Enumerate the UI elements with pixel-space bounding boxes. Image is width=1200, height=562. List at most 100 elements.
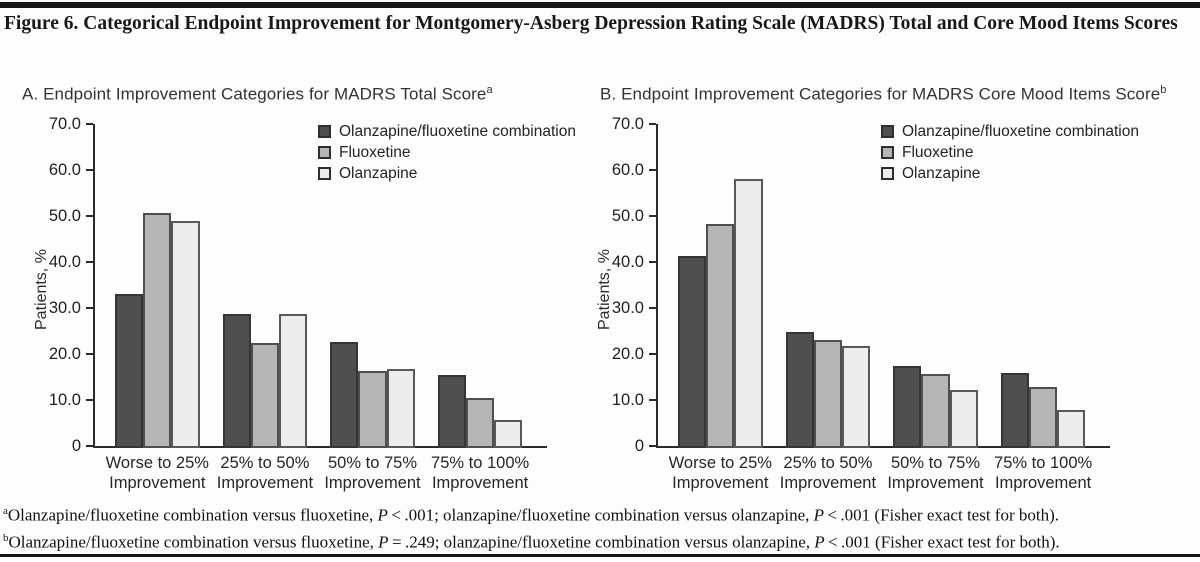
chart-a-y-tick bbox=[86, 445, 93, 447]
chart-a-y-tick-label: 0 bbox=[71, 437, 81, 455]
figure-footnotes: aOlanzapine/fluoxetine combination versu… bbox=[3, 500, 1199, 553]
legend-item-label: Olanzapine/fluoxetine combination bbox=[339, 122, 576, 140]
chart-b-bar-olanzapine-group2 bbox=[842, 345, 871, 448]
legend-item-label: Fluoxetine bbox=[902, 143, 974, 161]
chart-a-bar-olanzapine-group4 bbox=[494, 420, 523, 448]
chart-a-y-tick bbox=[86, 123, 93, 125]
chart-b-y-tick-label: 20.0 bbox=[611, 345, 644, 363]
chart-a-bar-fluoxetine-group3 bbox=[358, 371, 387, 448]
chart-a-bar-olanzapine-fluoxetine-combination-group4 bbox=[437, 375, 466, 448]
chart-b-y-tick-label: 70.0 bbox=[611, 115, 644, 133]
chart-b-bar-olanzapine-fluoxetine-combination-group3 bbox=[893, 365, 922, 448]
legend-swatch-icon bbox=[881, 167, 894, 180]
chart-a-bar-olanzapine-fluoxetine-combination-group2 bbox=[222, 313, 251, 448]
chart-b-y-tick bbox=[649, 399, 656, 401]
chart-b-y-tick bbox=[649, 353, 656, 355]
chart-a-y-tick-label: 60.0 bbox=[48, 161, 81, 179]
legend-item-label: Olanzapine/fluoxetine combination bbox=[902, 122, 1139, 140]
chart-b-bar-fluoxetine-group2 bbox=[813, 340, 842, 448]
chart-a-bar-olanzapine-group2 bbox=[279, 314, 308, 448]
chart-a-title-text: A. Endpoint Improvement Categories for M… bbox=[22, 84, 487, 104]
chart-a-y-tick-label: 10.0 bbox=[48, 391, 81, 409]
chart-b-y-tick-label: 60.0 bbox=[611, 161, 644, 179]
chart-b-x-axis bbox=[656, 446, 1110, 448]
chart-a-y-tick-label: 50.0 bbox=[48, 207, 81, 225]
chart-b-bar-fluoxetine-group1 bbox=[706, 224, 735, 448]
chart-b-legend-item: Fluoxetine bbox=[881, 142, 1139, 163]
chart-b-bar-olanzapine-fluoxetine-combination-group2 bbox=[785, 331, 814, 448]
chart-b-y-tick bbox=[649, 307, 656, 309]
legend-swatch-icon bbox=[881, 146, 894, 159]
chart-a-x-axis bbox=[93, 446, 547, 448]
legend-item-label: Olanzapine bbox=[902, 164, 981, 182]
chart-a-y-tick bbox=[86, 169, 93, 171]
chart-a-y-tick-label: 20.0 bbox=[48, 345, 81, 363]
chart-a-category-label: 75% to 100% Improvement bbox=[431, 454, 530, 492]
chart-a-bar-olanzapine-fluoxetine-combination-group3 bbox=[330, 342, 359, 448]
chart-a-bar-olanzapine-fluoxetine-combination-group1 bbox=[115, 294, 144, 448]
chart-a-y-tick bbox=[86, 215, 93, 217]
chart-a-legend-item: Fluoxetine bbox=[318, 142, 576, 163]
chart-a-bar-fluoxetine-group1 bbox=[143, 213, 172, 448]
chart-a-y-tick bbox=[86, 353, 93, 355]
legend-swatch-icon bbox=[881, 125, 894, 138]
chart-b-y-tick bbox=[649, 215, 656, 217]
chart-a-bar-fluoxetine-group4 bbox=[466, 398, 495, 448]
chart-b-bar-fluoxetine-group3 bbox=[921, 373, 950, 448]
figure-title: Figure 6. Categorical Endpoint Improveme… bbox=[4, 13, 1178, 34]
chart-b-bar-olanzapine-fluoxetine-combination-group1 bbox=[678, 256, 707, 448]
chart-b-bar-olanzapine-group3 bbox=[949, 389, 978, 448]
chart-b-category-label: 25% to 50% Improvement bbox=[779, 454, 877, 492]
chart-b-y-tick-label: 40.0 bbox=[611, 253, 644, 271]
chart-b-title: B. Endpoint Improvement Categories for M… bbox=[600, 84, 1167, 105]
chart-b-category-label: 50% to 75% Improvement bbox=[887, 454, 984, 492]
chart-b-y-tick-label: 10.0 bbox=[611, 391, 644, 409]
chart-b-y-tick-label: 0 bbox=[634, 437, 644, 455]
chart-a-category-label: 25% to 50% Improvement bbox=[216, 454, 314, 492]
chart-b-category-label: 75% to 100% Improvement bbox=[994, 454, 1093, 492]
legend-swatch-icon bbox=[318, 146, 331, 159]
chart-b-bar-fluoxetine-group4 bbox=[1029, 387, 1058, 448]
chart-a-y-axis bbox=[93, 124, 95, 448]
chart-b-bar-olanzapine-fluoxetine-combination-group4 bbox=[1000, 372, 1029, 448]
chart-b-category-label: Worse to 25% Improvement bbox=[668, 454, 772, 492]
legend-swatch-icon bbox=[318, 125, 331, 138]
chart-a-y-tick-label: 70.0 bbox=[48, 115, 81, 133]
chart-a-legend-item: Olanzapine/fluoxetine combination bbox=[318, 121, 576, 142]
chart-b-bar-olanzapine-group4 bbox=[1057, 410, 1086, 448]
legend-swatch-icon bbox=[318, 167, 331, 180]
chart-b-legend-item: Olanzapine bbox=[881, 163, 1139, 184]
chart-b-legend-item: Olanzapine/fluoxetine combination bbox=[881, 121, 1139, 142]
chart-a-bar-olanzapine-group3 bbox=[386, 369, 415, 448]
chart-a-bar-olanzapine-group1 bbox=[171, 220, 200, 448]
chart-b-y-tick bbox=[649, 445, 656, 447]
chart-a-category-label: 50% to 75% Improvement bbox=[324, 454, 421, 492]
footnote-b: bOlanzapine/fluoxetine combination versu… bbox=[3, 531, 1060, 552]
legend-item-label: Fluoxetine bbox=[339, 143, 411, 161]
chart-b-y-axis bbox=[656, 124, 658, 448]
chart-a-y-tick bbox=[86, 307, 93, 309]
chart-b-bar-olanzapine-group1 bbox=[734, 179, 763, 448]
chart-a-title-superscript: a bbox=[486, 84, 493, 96]
chart-a-bar-fluoxetine-group2 bbox=[250, 342, 279, 448]
chart-a-legend: Olanzapine/fluoxetine combination Fluoxet… bbox=[318, 121, 576, 184]
footnote-a: aOlanzapine/fluoxetine combination versu… bbox=[3, 505, 1060, 525]
chart-a-y-tick-label: 40.0 bbox=[48, 253, 81, 271]
chart-b-title-superscript: b bbox=[1160, 84, 1167, 96]
chart-a-y-tick-label: 30.0 bbox=[48, 299, 81, 317]
chart-a-y-tick bbox=[86, 399, 93, 401]
legend-item-label: Olanzapine bbox=[339, 164, 418, 182]
chart-a-title: A. Endpoint Improvement Categories for M… bbox=[22, 84, 493, 105]
chart-b-legend: Olanzapine/fluoxetine combination Fluoxet… bbox=[881, 121, 1139, 184]
chart-a-y-tick bbox=[86, 261, 93, 263]
top-rule bbox=[0, 2, 1200, 8]
chart-b-y-tick bbox=[649, 261, 656, 263]
chart-b-title-text: B. Endpoint Improvement Categories for M… bbox=[600, 84, 1161, 104]
chart-b-y-tick bbox=[649, 169, 656, 171]
bottom-rule bbox=[0, 554, 1200, 557]
chart-b-y-tick-label: 50.0 bbox=[611, 207, 644, 225]
chart-b-y-tick bbox=[649, 123, 656, 125]
chart-a-category-label: Worse to 25% Improvement bbox=[105, 454, 209, 492]
chart-a-legend-item: Olanzapine bbox=[318, 163, 576, 184]
